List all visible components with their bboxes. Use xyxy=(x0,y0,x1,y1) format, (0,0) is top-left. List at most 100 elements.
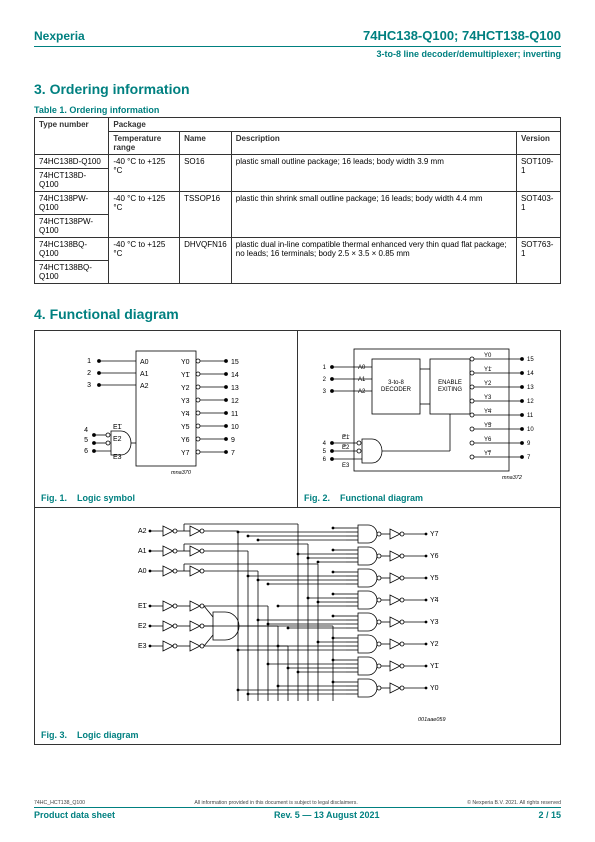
cell: plastic dual in-line compatible thermal … xyxy=(231,238,516,284)
svg-text:Y5: Y5 xyxy=(181,424,190,431)
cell: 74HCT138D-Q100 xyxy=(35,169,109,192)
svg-text:E3: E3 xyxy=(342,463,350,469)
svg-text:15: 15 xyxy=(527,357,534,363)
cell: 74HC138BQ-Q100 xyxy=(35,238,109,261)
svg-text:A2: A2 xyxy=(138,528,147,535)
svg-text:Y0: Y0 xyxy=(430,685,439,692)
cell: SOT763-1 xyxy=(516,238,560,284)
svg-text:Y5: Y5 xyxy=(430,575,439,582)
footer-center: Rev. 5 — 13 August 2021 xyxy=(274,810,380,820)
svg-text:Y0: Y0 xyxy=(181,359,190,366)
svg-text:3: 3 xyxy=(87,382,91,389)
svg-text:E2: E2 xyxy=(113,436,122,443)
cell: plastic thin shrink small outline packag… xyxy=(231,192,516,238)
section-4-title: 4. Functional diagram xyxy=(34,306,561,322)
svg-text:Y2: Y2 xyxy=(181,385,190,392)
cell: SOT403-1 xyxy=(516,192,560,238)
subtitle: 3-to-8 line decoder/demultiplexer; inver… xyxy=(34,49,561,59)
cell: 74HCT138BQ-Q100 xyxy=(35,261,109,284)
svg-text:mna370: mna370 xyxy=(171,470,192,476)
th-name: Name xyxy=(180,132,232,155)
svg-text:13: 13 xyxy=(527,385,534,391)
svg-text:Y3: Y3 xyxy=(484,395,492,401)
ordering-table: Type number Package Temperature range Na… xyxy=(34,117,561,284)
fig1-svg: 1 2 3 A0 A1 A2 4 5 6 E1 E2 E3 Y015 xyxy=(61,339,271,489)
svg-text:11: 11 xyxy=(527,413,534,419)
cell: -40 °C to +125 °C xyxy=(109,155,180,192)
svg-text:Y2: Y2 xyxy=(430,641,439,648)
th-desc: Description xyxy=(231,132,516,155)
svg-text:6: 6 xyxy=(322,457,326,463)
svg-text:Y6: Y6 xyxy=(430,553,439,560)
page-header: Nexperia 74HC138-Q100; 74HCT138-Q100 xyxy=(34,28,561,47)
svg-text:Y7: Y7 xyxy=(430,531,439,538)
svg-text:2: 2 xyxy=(322,377,326,383)
table-1-caption: Table 1. Ordering information xyxy=(34,105,561,115)
svg-text:10: 10 xyxy=(231,424,239,431)
th-temp: Temperature range xyxy=(109,132,180,155)
svg-text:6: 6 xyxy=(84,448,88,455)
svg-text:3: 3 xyxy=(322,389,326,395)
svg-text:Y4: Y4 xyxy=(181,411,190,418)
svg-text:A0: A0 xyxy=(140,359,149,366)
svg-text:Y7: Y7 xyxy=(484,451,492,457)
cell: plastic small outline package; 16 leads;… xyxy=(231,155,516,192)
svg-text:Y3: Y3 xyxy=(430,619,439,626)
svg-text:E3: E3 xyxy=(138,643,147,650)
svg-text:E3: E3 xyxy=(113,454,122,461)
footer-left: Product data sheet xyxy=(34,810,115,820)
footer-disclaimer: All information provided in this documen… xyxy=(194,800,357,806)
svg-text:12: 12 xyxy=(231,398,239,405)
svg-text:Y0: Y0 xyxy=(484,353,492,359)
fig2-caption: Fig. 2.Functional diagram xyxy=(304,493,554,503)
svg-text:E1: E1 xyxy=(138,603,147,610)
cell: -40 °C to +125 °C xyxy=(109,192,180,238)
svg-text:1: 1 xyxy=(87,358,91,365)
svg-text:A2: A2 xyxy=(358,389,366,395)
svg-text:2: 2 xyxy=(87,370,91,377)
svg-text:14: 14 xyxy=(527,371,534,377)
table-row: 74HC138PW-Q100 -40 °C to +125 °C TSSOP16… xyxy=(35,192,561,215)
section-3-title: 3. Ordering information xyxy=(34,81,561,97)
svg-text:4: 4 xyxy=(322,441,326,447)
svg-text:E2: E2 xyxy=(138,623,147,630)
svg-text:9: 9 xyxy=(231,437,235,444)
cell: SO16 xyxy=(180,155,232,192)
svg-text:Y1: Y1 xyxy=(430,663,439,670)
svg-text:Y6: Y6 xyxy=(181,437,190,444)
svg-text:Y5: Y5 xyxy=(484,423,492,429)
cell: -40 °C to +125 °C xyxy=(109,238,180,284)
svg-text:A2: A2 xyxy=(140,383,149,390)
table-row: 74HC138BQ-Q100 -40 °C to +125 °C DHVQFN1… xyxy=(35,238,561,261)
svg-text:Y1: Y1 xyxy=(484,367,492,373)
fig3-svg: A2A1A0E1E2E3Y7Y6Y5Y4Y3Y2Y1Y0 001aae059 xyxy=(118,516,478,726)
th-package: Package xyxy=(109,118,561,132)
svg-text:1: 1 xyxy=(322,365,326,371)
th-type: Type number xyxy=(35,118,109,155)
svg-text:001aae059: 001aae059 xyxy=(418,717,446,723)
part-number: 74HC138-Q100; 74HCT138-Q100 xyxy=(363,28,561,43)
svg-text:12: 12 xyxy=(527,399,534,405)
table-row: 74HC138D-Q100 -40 °C to +125 °C SO16 pla… xyxy=(35,155,561,169)
svg-text:A1: A1 xyxy=(358,377,366,383)
fig3-caption: Fig. 3.Logic diagram xyxy=(41,730,554,740)
svg-text:5: 5 xyxy=(322,449,326,455)
fig2-svg: 1A0 2A1 3A2 4E1 5E2 6E3 3-to-8DECODER EN… xyxy=(312,339,547,489)
page-footer: 74HC_HCT138_Q100 All information provide… xyxy=(34,800,561,820)
svg-text:11: 11 xyxy=(231,411,238,418)
svg-text:4: 4 xyxy=(84,427,88,434)
svg-text:7: 7 xyxy=(527,455,531,461)
svg-text:Y1: Y1 xyxy=(181,372,190,379)
svg-text:Y7: Y7 xyxy=(181,450,190,457)
svg-text:10: 10 xyxy=(527,427,534,433)
svg-text:Y4: Y4 xyxy=(430,597,439,604)
svg-text:5: 5 xyxy=(84,437,88,444)
cell: DHVQFN16 xyxy=(180,238,232,284)
svg-text:7: 7 xyxy=(231,450,235,457)
footer-copyright: © Nexperia B.V. 2021. All rights reserve… xyxy=(467,800,561,806)
cell: TSSOP16 xyxy=(180,192,232,238)
footer-doc: 74HC_HCT138_Q100 xyxy=(34,800,85,806)
th-version: Version xyxy=(516,132,560,155)
svg-text:3-to-8DECODER: 3-to-8DECODER xyxy=(380,380,411,393)
svg-text:9: 9 xyxy=(527,441,531,447)
